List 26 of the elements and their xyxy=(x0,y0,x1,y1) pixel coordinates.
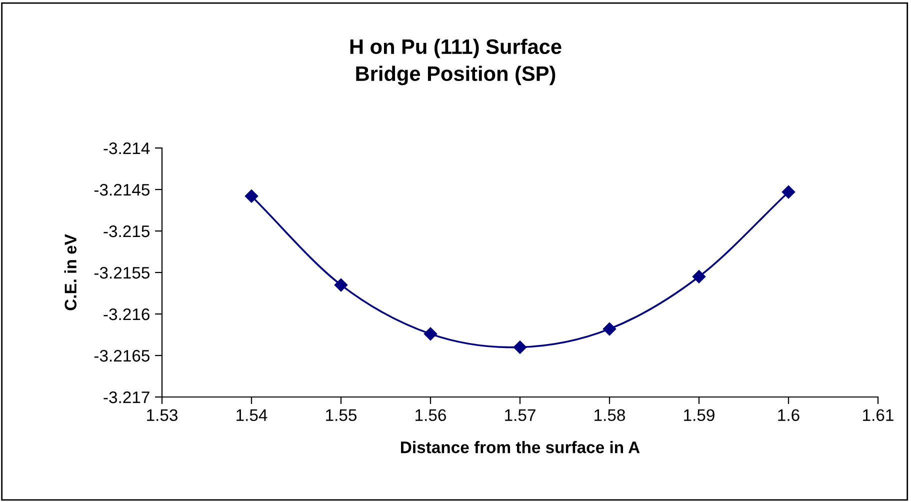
y-tick-label: -3.216 xyxy=(104,308,150,320)
x-tick-label: 1.58 xyxy=(594,409,625,422)
x-tick-label: 1.55 xyxy=(326,409,357,422)
x-tick-label: 1.61 xyxy=(863,409,894,422)
y-tick-label: -3.2155 xyxy=(94,266,150,279)
point xyxy=(513,340,527,354)
x-axis-title: Distance from the surface in A xyxy=(401,441,640,454)
y-tick-label: -3.2145 xyxy=(94,184,150,196)
point xyxy=(602,322,616,336)
point xyxy=(692,270,706,284)
y-tick-label: -3.2165 xyxy=(94,350,150,362)
point xyxy=(424,327,438,341)
point xyxy=(244,190,258,203)
y-tick-label: -3.214 xyxy=(104,142,150,154)
x-tick-label: 1.59 xyxy=(684,409,714,422)
point xyxy=(782,185,796,199)
x-tick-label: 1.57 xyxy=(505,409,536,422)
x-tick-label: 1.56 xyxy=(416,409,446,422)
chart-title: H on Pu (111) Surface Bridge Position (SP) xyxy=(350,38,562,86)
point xyxy=(334,278,348,292)
x-tick-label: 1.54 xyxy=(236,409,268,422)
x-tick-label: 1.53 xyxy=(147,409,178,422)
y-tick-label: -3.215 xyxy=(104,225,150,238)
y-axis-title: C.E. in eV xyxy=(64,234,76,310)
x-tick-label: 1.6 xyxy=(778,409,800,422)
y-tick-label: -3.217 xyxy=(104,391,150,404)
